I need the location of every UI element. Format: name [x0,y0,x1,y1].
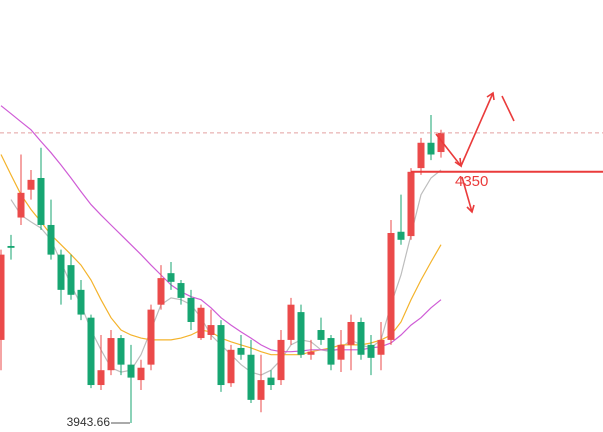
candle-body [217,325,225,386]
candle-body [437,132,445,153]
candle-body [167,273,175,282]
candle-body [407,171,415,237]
candle-body [157,278,165,305]
candle-body [257,380,265,400]
candle-body [237,347,245,355]
candle-body [87,317,95,386]
candle-body [417,142,425,169]
candle-body [207,325,215,335]
arrow-head [466,204,475,214]
candle-body [287,304,295,340]
candle-body [247,354,255,400]
candle-body [67,265,75,295]
candle-body [337,344,345,360]
candle-body [397,231,405,240]
candle-body [367,344,375,358]
candle-body [7,245,15,248]
arrow [461,176,473,213]
marks: 4350 3943.66 [0,105,603,429]
low-label: 3943.66 [67,415,111,429]
candle-body [127,364,135,378]
candle-body [117,338,125,365]
candle-body [17,192,25,218]
candle-body [97,370,105,386]
moving-average-line [0,105,442,353]
arrow-head [486,91,495,101]
candle-body [357,321,365,355]
candle-body [317,330,325,340]
arrow [460,92,494,167]
candle-body [387,232,395,340]
candle-body [197,307,205,339]
candle-body [27,179,35,190]
arrow [435,133,462,167]
candle-body [227,349,235,384]
moving-average-line [10,169,442,376]
candle-body [0,254,5,340]
level-label: 4350 [455,173,488,190]
candle-body [107,338,115,371]
candle-body [427,142,435,155]
candle-body [147,309,155,365]
candle-body [47,224,55,255]
candle-body [267,377,275,386]
arrow [501,95,515,122]
candle-body [327,338,335,365]
candle-body [187,297,195,322]
candle-body [37,177,45,225]
candle-body [277,339,285,381]
candle-body [137,367,145,381]
candle-body [377,339,385,355]
candle-body [307,351,315,355]
annotations [435,91,515,214]
candle-body [77,289,85,315]
candle-body [347,321,355,345]
candle-body [297,312,305,355]
candle-body [177,283,185,298]
candle-body [57,254,65,290]
